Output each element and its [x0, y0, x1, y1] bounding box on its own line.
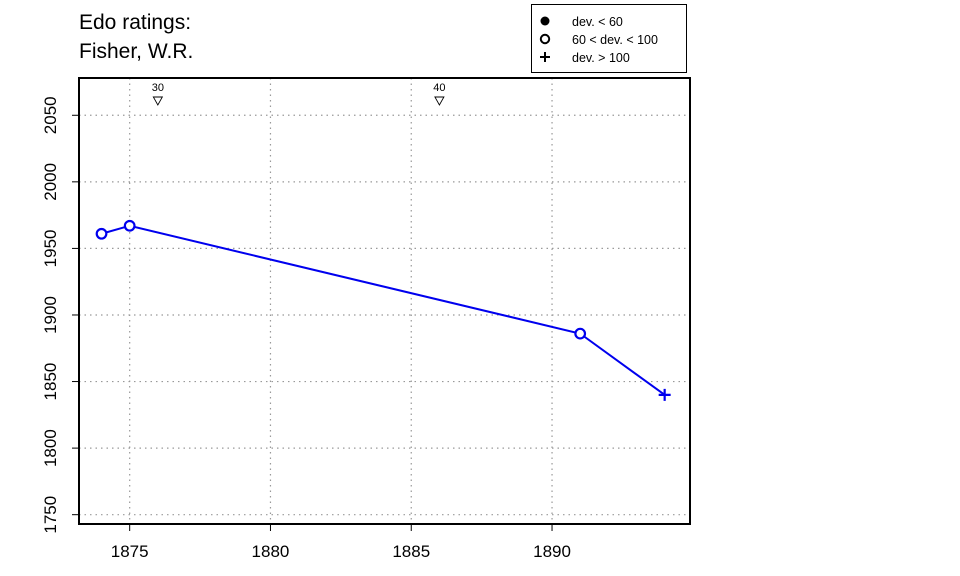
x-tick-label: 1875 [111, 542, 149, 561]
legend-label: dev. < 60 [572, 15, 623, 29]
data-point-open-circle [574, 327, 587, 340]
legend-item-filled-circle: dev. < 60 [532, 13, 686, 31]
x-tick-label: 1890 [533, 542, 571, 561]
y-tick-label: 2000 [41, 163, 60, 201]
legend-item-open-circle: 60 < dev. < 100 [532, 31, 686, 49]
legend-item-plus: dev. > 100 [532, 49, 686, 67]
x-tick-label: 1885 [392, 542, 430, 561]
y-tick-label: 1800 [41, 429, 60, 467]
legend: dev. < 60 60 < dev. < 100 dev. > 100 [531, 4, 687, 73]
down-triangle-icon [152, 96, 164, 106]
title-line-1: Edo ratings: [79, 11, 192, 34]
chart-title: Edo ratings: Fisher, W.R. [79, 8, 193, 66]
plot-frame [78, 77, 691, 525]
down-triangle-icon [434, 96, 445, 106]
data-point-open-circle [95, 227, 108, 240]
legend-label: 60 < dev. < 100 [572, 33, 658, 47]
y-tick-label: 2050 [41, 96, 60, 134]
data-point-plus [658, 388, 671, 401]
filled-circle-icon [540, 16, 550, 26]
title-line-2: Fisher, W.R. [79, 40, 194, 63]
annotation-label: 40 [433, 82, 445, 94]
series-line [101, 224, 666, 396]
open-circle-icon [539, 33, 551, 45]
y-tick-label: 1850 [41, 363, 60, 401]
y-tick-label: 1950 [41, 229, 60, 267]
data-point-open-circle [123, 219, 136, 232]
annotation-label: 30 [152, 82, 164, 94]
y-tick-label: 1750 [41, 496, 60, 534]
plus-icon [540, 52, 550, 62]
legend-label: dev. > 100 [572, 51, 630, 65]
y-tick-label: 1900 [41, 296, 60, 334]
x-tick-label: 1880 [252, 542, 290, 561]
